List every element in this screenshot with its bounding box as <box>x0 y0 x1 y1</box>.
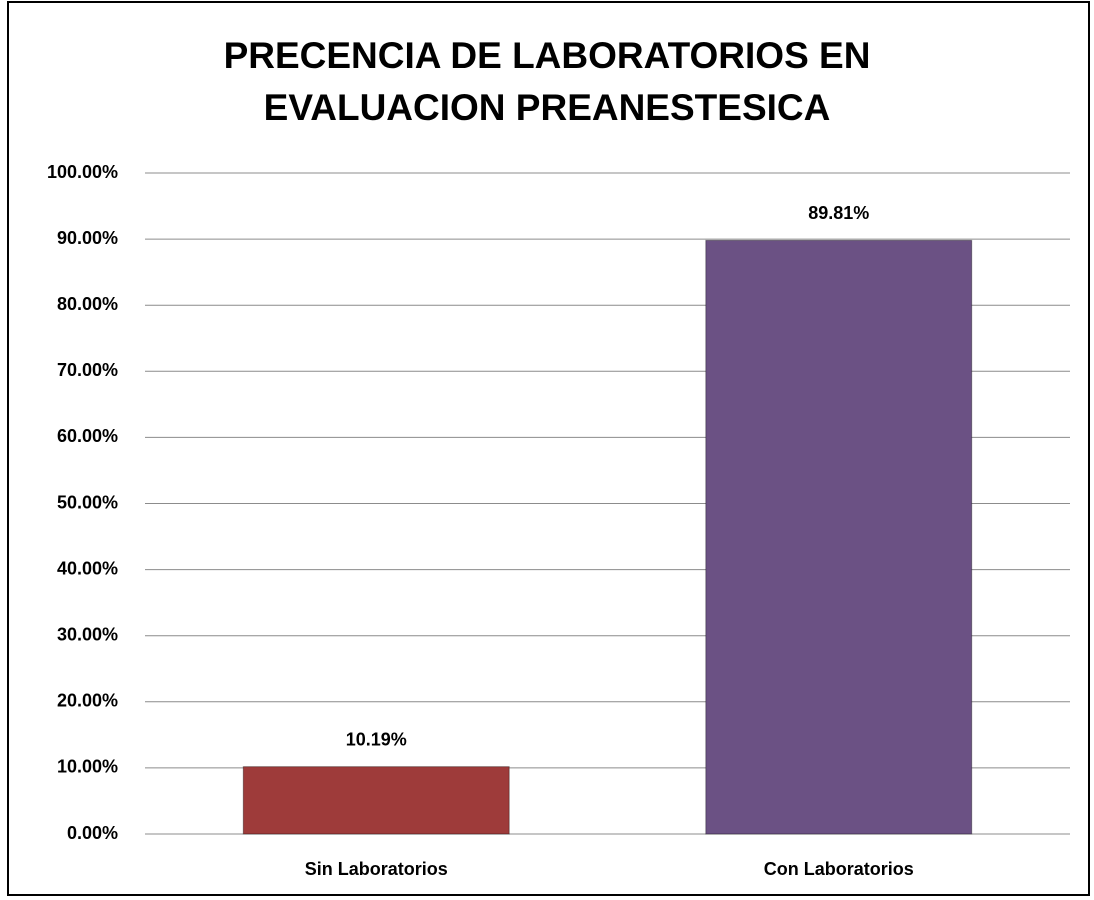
y-tick-label: 90.00% <box>57 228 118 248</box>
x-tick-label: Con Laboratorios <box>764 859 914 879</box>
x-tick-label: Sin Laboratorios <box>305 859 448 879</box>
y-tick-label: 20.00% <box>57 691 118 711</box>
data-label: 10.19% <box>346 729 407 749</box>
y-tick-label: 50.00% <box>57 492 118 512</box>
y-tick-label: 80.00% <box>57 294 118 314</box>
data-label: 89.81% <box>808 203 869 223</box>
y-tick-label: 30.00% <box>57 624 118 644</box>
y-tick-label: 100.00% <box>47 162 118 182</box>
y-tick-label: 60.00% <box>57 426 118 446</box>
chart-title: PRECENCIA DE LABORATORIOS EN EVALUACION … <box>223 35 871 128</box>
bar <box>242 766 510 835</box>
y-tick-label: 10.00% <box>57 757 118 777</box>
bar <box>705 239 973 835</box>
chart-frame <box>7 1 1090 896</box>
y-tick-label: 0.00% <box>67 823 118 843</box>
y-tick-label: 70.00% <box>57 360 118 380</box>
y-tick-label: 40.00% <box>57 558 118 578</box>
